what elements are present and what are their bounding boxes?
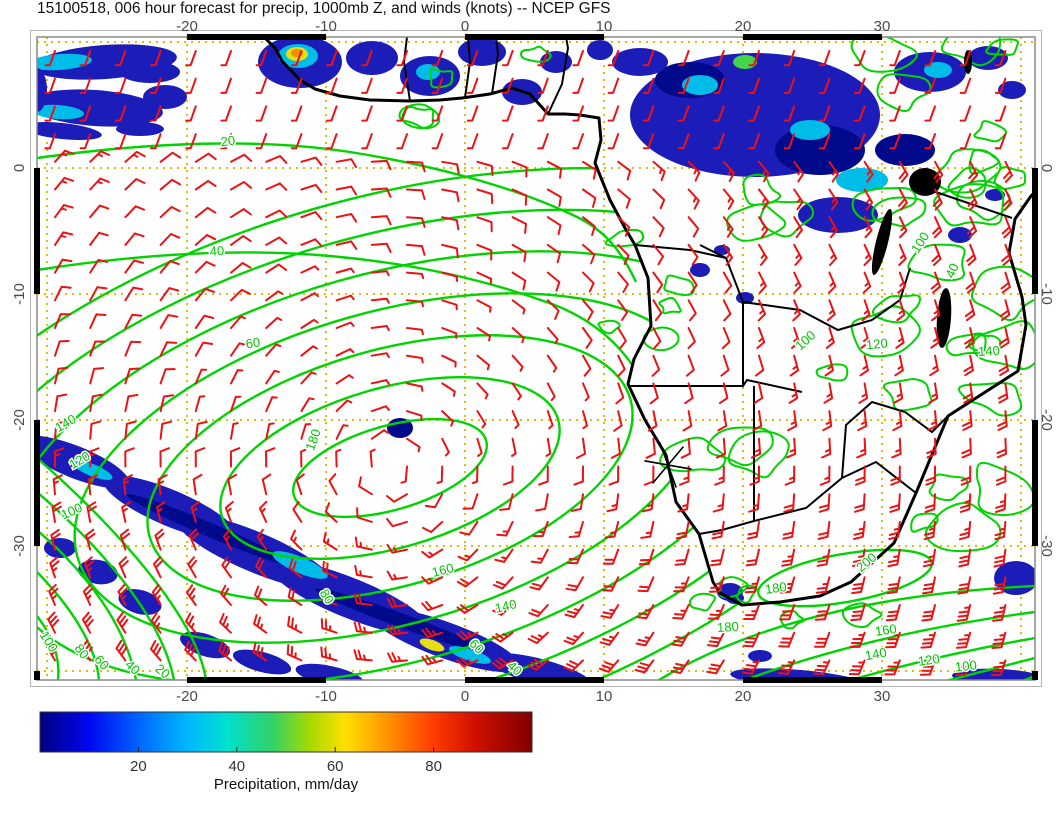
svg-text:0: 0 (11, 164, 28, 172)
svg-text:80: 80 (425, 758, 442, 775)
svg-text:-20: -20 (11, 409, 28, 431)
axis-tick-labels: -20 -20 -10 -10 0 0 10 10 20 20 30 30 0 0 -10 -10 -20 -20… (11, 18, 1055, 705)
svg-text:-10: -10 (315, 688, 337, 705)
svg-text:60: 60 (245, 335, 261, 352)
svg-text:10: 10 (596, 18, 613, 35)
svg-text:160: 160 (430, 560, 455, 580)
svg-text:180: 180 (302, 427, 324, 453)
svg-text:0: 0 (461, 688, 469, 705)
svg-text:-30: -30 (1038, 535, 1055, 557)
svg-text:160: 160 (874, 621, 898, 639)
svg-text:40: 40 (942, 261, 962, 280)
svg-text:-10: -10 (1038, 283, 1055, 305)
svg-text:120: 120 (865, 335, 888, 352)
svg-text:40: 40 (209, 243, 224, 259)
svg-text:40: 40 (228, 758, 245, 775)
svg-text:180: 180 (717, 619, 740, 635)
svg-text:200: 200 (853, 549, 879, 574)
svg-text:140: 140 (493, 596, 518, 616)
colorbar-label: Precipitation, mm/day (214, 776, 359, 793)
svg-text:20: 20 (735, 18, 752, 35)
svg-text:10: 10 (596, 688, 613, 705)
svg-text:-10: -10 (315, 18, 337, 35)
wind-barbs (44, 50, 1013, 677)
svg-text:20: 20 (735, 688, 752, 705)
svg-text:-20: -20 (176, 18, 198, 35)
svg-text:0: 0 (1038, 164, 1055, 172)
svg-text:0: 0 (461, 18, 469, 35)
plot-title: 15100518, 006 hour forecast for precip, … (37, 0, 611, 17)
svg-text:120: 120 (917, 651, 941, 669)
svg-text:20: 20 (130, 758, 147, 775)
svg-text:-20: -20 (176, 688, 198, 705)
svg-text:180: 180 (764, 579, 788, 597)
svg-text:140: 140 (978, 343, 1001, 359)
station-marker (644, 442, 692, 488)
svg-text:-10: -10 (11, 283, 28, 305)
svg-text:140: 140 (864, 645, 888, 664)
svg-text:100: 100 (37, 628, 61, 654)
svg-text:-20: -20 (1038, 409, 1055, 431)
svg-text:100: 100 (908, 229, 932, 255)
svg-text:100: 100 (954, 657, 977, 674)
colorbar: 20 40 60 80 Precipitation, mm/day (39, 711, 533, 793)
precipitation-shading (37, 37, 1035, 680)
svg-text:30: 30 (874, 688, 891, 705)
svg-text:20: 20 (220, 133, 236, 150)
axis-frame (30, 30, 1042, 687)
svg-text:60: 60 (327, 758, 344, 775)
svg-text:30: 30 (874, 18, 891, 35)
svg-text:-30: -30 (11, 535, 28, 557)
grid-lines (37, 37, 1035, 680)
